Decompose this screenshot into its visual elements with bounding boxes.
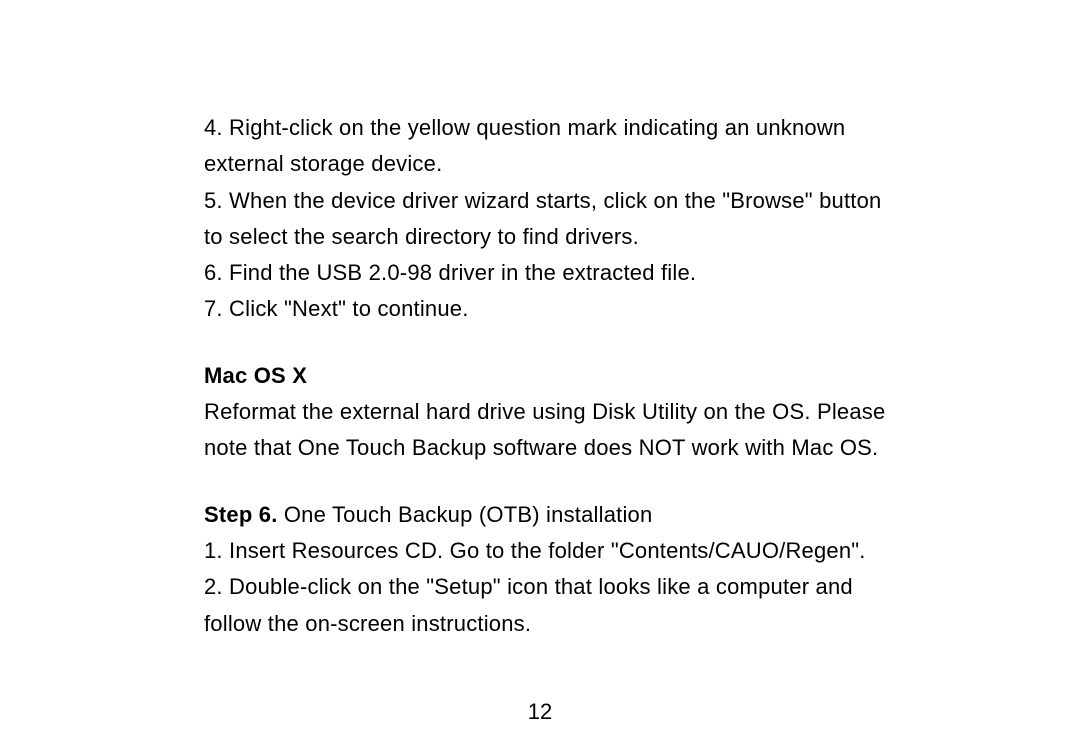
macos-line: note that One Touch Backup software does…: [204, 430, 905, 466]
section-gap: [204, 467, 905, 497]
instruction-line: 4. Right-click on the yellow question ma…: [204, 110, 905, 146]
section-gap: [204, 328, 905, 358]
page-number: 12: [0, 699, 1080, 725]
macos-line: Reformat the external hard drive using D…: [204, 394, 905, 430]
instruction-line: 6. Find the USB 2.0-98 driver in the ext…: [204, 255, 905, 291]
instruction-line: to select the search directory to find d…: [204, 219, 905, 255]
document-page: 4. Right-click on the yellow question ma…: [0, 0, 1080, 642]
instruction-line: 7. Click "Next" to continue.: [204, 291, 905, 327]
step6-line: 2. Double-click on the "Setup" icon that…: [204, 569, 905, 605]
step6-line: follow the on-screen instructions.: [204, 606, 905, 642]
instruction-line: external storage device.: [204, 146, 905, 182]
macos-heading: Mac OS X: [204, 358, 905, 394]
step6-title: One Touch Backup (OTB) installation: [284, 502, 653, 527]
step6-line: 1. Insert Resources CD. Go to the folder…: [204, 533, 905, 569]
step6-title-line: Step 6. One Touch Backup (OTB) installat…: [204, 497, 905, 533]
instruction-line: 5. When the device driver wizard starts,…: [204, 183, 905, 219]
step6-label: Step 6.: [204, 502, 284, 527]
